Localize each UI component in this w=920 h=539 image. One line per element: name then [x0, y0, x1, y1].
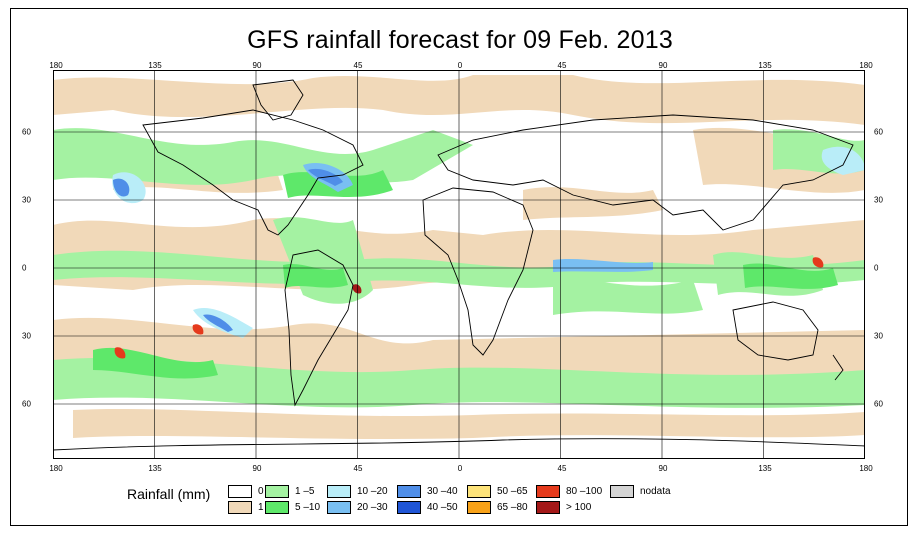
- lat-tick-right: 60: [874, 399, 883, 409]
- legend-swatch: [397, 500, 421, 514]
- legend-title: Rainfall (mm): [127, 486, 211, 502]
- lon-tick-bottom: 180: [49, 464, 63, 473]
- legend-swatch: [327, 484, 351, 498]
- legend-swatch: [228, 484, 252, 498]
- lon-tick-bottom: 45: [353, 464, 363, 473]
- legend-swatch: [536, 500, 560, 514]
- rainfall-map: [53, 70, 865, 459]
- legend-item: > 100: [536, 500, 591, 514]
- legend-label: 50 –65: [497, 485, 528, 497]
- legend-label: 0: [258, 485, 264, 497]
- legend-item: 80 –100: [536, 484, 602, 498]
- legend-item: 65 –80: [467, 500, 528, 514]
- lat-tick-left: 0: [22, 263, 27, 273]
- legend-item: nodata: [610, 484, 671, 498]
- lat-tick-left: 60: [22, 399, 31, 409]
- lon-tick-top: 45: [353, 61, 363, 70]
- legend-item: 50 –65: [467, 484, 528, 498]
- legend-swatch: [610, 484, 634, 498]
- lon-tick-bottom: 45: [557, 464, 567, 473]
- lat-tick-right: 30: [874, 195, 883, 205]
- legend-item: 40 –50: [397, 500, 458, 514]
- figure-frame: [10, 8, 908, 526]
- legend-item: 1: [228, 500, 264, 514]
- lon-tick-top: 0: [457, 61, 463, 70]
- lat-tick-right: 0: [874, 263, 879, 273]
- legend-item: 0: [228, 484, 264, 498]
- legend-label: nodata: [640, 485, 671, 497]
- legend-swatch: [467, 484, 491, 498]
- legend-label: 1 –5: [295, 485, 315, 497]
- legend-label: 10 –20: [357, 485, 388, 497]
- lat-tick-right: 30: [874, 331, 883, 341]
- lat-tick-right: 60: [874, 127, 883, 137]
- rain-band-heavy: [114, 257, 824, 359]
- legend-item: 20 –30: [327, 500, 388, 514]
- lat-tick-left: 30: [22, 195, 31, 205]
- lon-tick-top: 180: [859, 61, 873, 70]
- legend-label: 80 –100: [566, 485, 603, 497]
- legend-label: 65 –80: [497, 501, 528, 513]
- lon-tick-top: 135: [758, 61, 772, 70]
- lon-tick-bottom: 0: [457, 464, 463, 473]
- lat-tick-left: 60: [22, 127, 31, 137]
- legend-swatch: [397, 484, 421, 498]
- legend-swatch: [536, 484, 560, 498]
- lon-tick-bottom: 90: [658, 464, 668, 473]
- legend-label: 20 –30: [357, 501, 388, 513]
- legend-swatch: [265, 484, 289, 498]
- legend-item: 1 –5: [265, 484, 314, 498]
- legend-label: 5 –10: [295, 501, 321, 513]
- legend-label: 40 –50: [427, 501, 458, 513]
- legend-swatch: [228, 500, 252, 514]
- legend-label: > 100: [566, 501, 592, 513]
- legend-swatch: [265, 500, 289, 514]
- legend-swatch: [327, 500, 351, 514]
- lon-tick-top: 45: [557, 61, 567, 70]
- lon-tick-top: 180: [49, 61, 63, 70]
- graticule: [53, 70, 865, 459]
- lon-tick-top: 90: [252, 61, 262, 70]
- map-title: GFS rainfall forecast for 09 Feb. 2013: [247, 26, 673, 54]
- legend-swatch: [467, 500, 491, 514]
- legend-item: 30 –40: [397, 484, 458, 498]
- lon-tick-bottom: 135: [758, 464, 772, 473]
- lon-tick-bottom: 135: [148, 464, 162, 473]
- lon-tick-top: 135: [148, 61, 162, 70]
- lon-tick-bottom: 180: [859, 464, 873, 473]
- legend-item: 10 –20: [327, 484, 388, 498]
- legend-item: 5 –10: [265, 500, 320, 514]
- lon-tick-top: 90: [658, 61, 668, 70]
- legend-label: 30 –40: [427, 485, 458, 497]
- legend-label: 1: [258, 501, 264, 513]
- lon-tick-bottom: 90: [252, 464, 262, 473]
- lat-tick-left: 30: [22, 331, 31, 341]
